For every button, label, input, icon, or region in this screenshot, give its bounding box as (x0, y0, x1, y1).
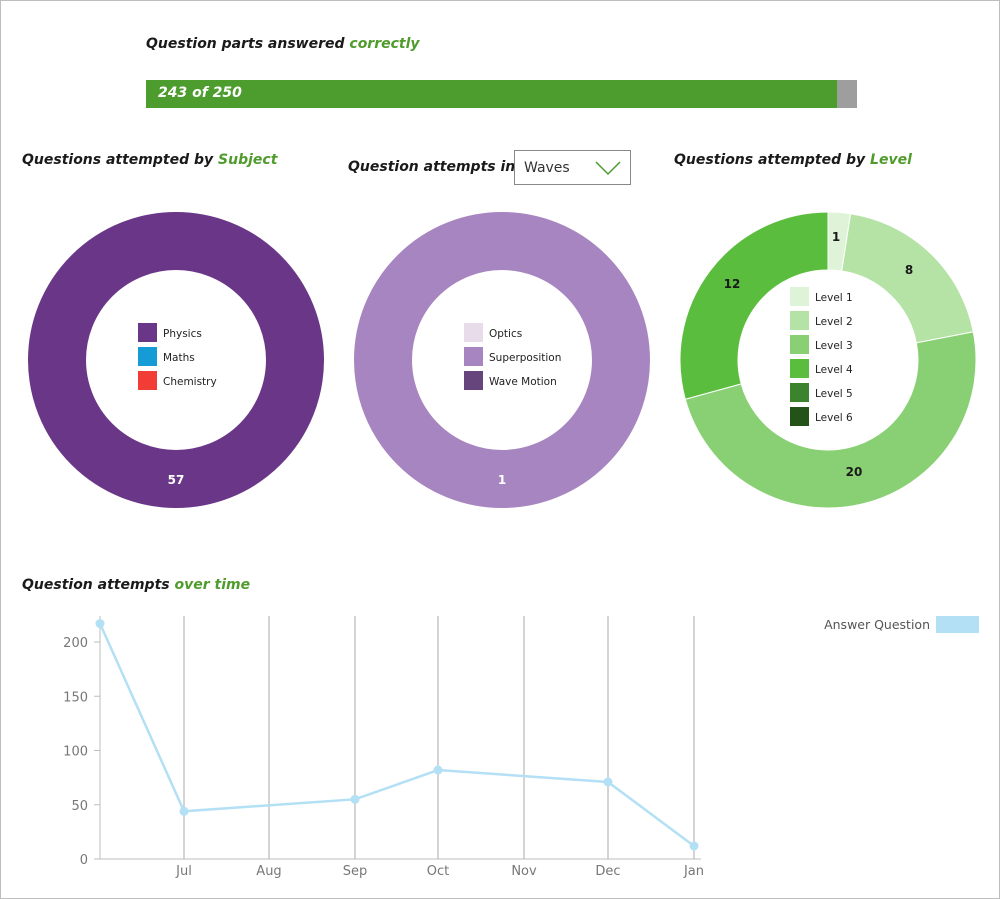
series-line (98, 623, 695, 847)
subject-legend-swatch (138, 323, 157, 342)
level-value-label: 8 (905, 263, 913, 277)
level-legend-swatch (790, 311, 809, 330)
level-legend-label: Level 5 (815, 388, 853, 400)
progress-bar: 243 of 250 (146, 80, 857, 108)
subject-legend-swatch (138, 371, 157, 390)
data-point (603, 777, 613, 787)
topic-legend-swatch (464, 347, 483, 366)
subject-legend-label: Maths (163, 352, 195, 364)
topic-slice-superposition (354, 212, 650, 508)
subject-value-label: 57 (168, 473, 185, 487)
x-tick-label: Aug (256, 864, 281, 879)
topic-legend-swatch (464, 371, 483, 390)
topic-legend-label: Optics (489, 328, 522, 340)
subject-legend-swatch (138, 347, 157, 366)
level-value-label: 20 (846, 465, 863, 479)
data-point (350, 794, 360, 804)
x-tick-label: Dec (595, 864, 620, 879)
y-tick-label: 200 (63, 636, 88, 651)
y-tick-label: 50 (71, 799, 88, 814)
data-point (179, 806, 189, 816)
topic-legend-label: Superposition (489, 352, 561, 364)
topic-legend-label: Wave Motion (489, 376, 557, 388)
level-value-label: 12 (724, 277, 741, 291)
level-legend-label: Level 3 (815, 340, 853, 352)
topic-donut-chart: 1 Optics Superposition Wave Motion (354, 212, 650, 508)
level-legend-label: Level 2 (815, 316, 853, 328)
chevron-down-icon (595, 161, 621, 176)
level-legend-label: Level 6 (815, 412, 853, 424)
data-point (689, 841, 699, 851)
topic-select[interactable]: Waves (514, 150, 631, 185)
subject-donut-chart: 57 Physics Maths Chemistry (28, 212, 324, 508)
x-tick-label: Jul (175, 864, 192, 879)
x-tick-label: Sep (343, 864, 368, 879)
topic-heading: Question attempts in (348, 159, 516, 175)
level-heading: Questions attempted by Level (674, 152, 912, 168)
y-tick-label: 150 (63, 690, 88, 705)
subject-slice-physics (28, 212, 324, 508)
progress-bar-fill (146, 80, 838, 108)
x-tick-label: Oct (427, 864, 449, 879)
subject-legend-label: Chemistry (163, 376, 217, 388)
progress-text: 243 of 250 (158, 85, 242, 101)
progress-heading: Question parts answered correctly (146, 36, 420, 52)
level-slice-level-4 (679, 211, 829, 400)
level-legend-swatch (790, 287, 809, 306)
line-legend-label: Answer Question (824, 617, 930, 632)
data-point (433, 765, 443, 775)
level-legend-swatch (790, 359, 809, 378)
y-tick-label: 100 (63, 745, 88, 760)
level-legend-swatch (790, 335, 809, 354)
x-tick-label: Nov (511, 864, 537, 879)
attempts-line-chart: 0 50 100 150 200 Jul Aug Sep Oct Nov Dec Jan Answer … (63, 616, 979, 879)
level-value-label: 1 (832, 230, 840, 244)
x-tick-label: Jan (683, 864, 704, 879)
level-legend-swatch (790, 383, 809, 402)
level-legend-label: Level 1 (815, 292, 853, 304)
data-point (95, 619, 105, 629)
y-tick-label: 0 (80, 853, 88, 868)
topic-select-value: Waves (524, 160, 570, 176)
time-heading: Question attempts over time (22, 577, 251, 593)
subject-heading: Questions attempted by Subject (22, 152, 278, 168)
level-donut-chart: 1 8 20 12 Level 1 Level 2 Level 3 Level 4 Level … (679, 211, 977, 509)
level-slice-level-3 (684, 331, 977, 509)
topic-legend-swatch (464, 323, 483, 342)
level-slice-level-2 (841, 213, 974, 344)
line-legend-swatch (936, 616, 979, 633)
level-legend-swatch (790, 407, 809, 426)
level-legend-label: Level 4 (815, 364, 853, 376)
topic-value-label: 1 (498, 473, 506, 487)
subject-legend-label: Physics (163, 328, 202, 340)
